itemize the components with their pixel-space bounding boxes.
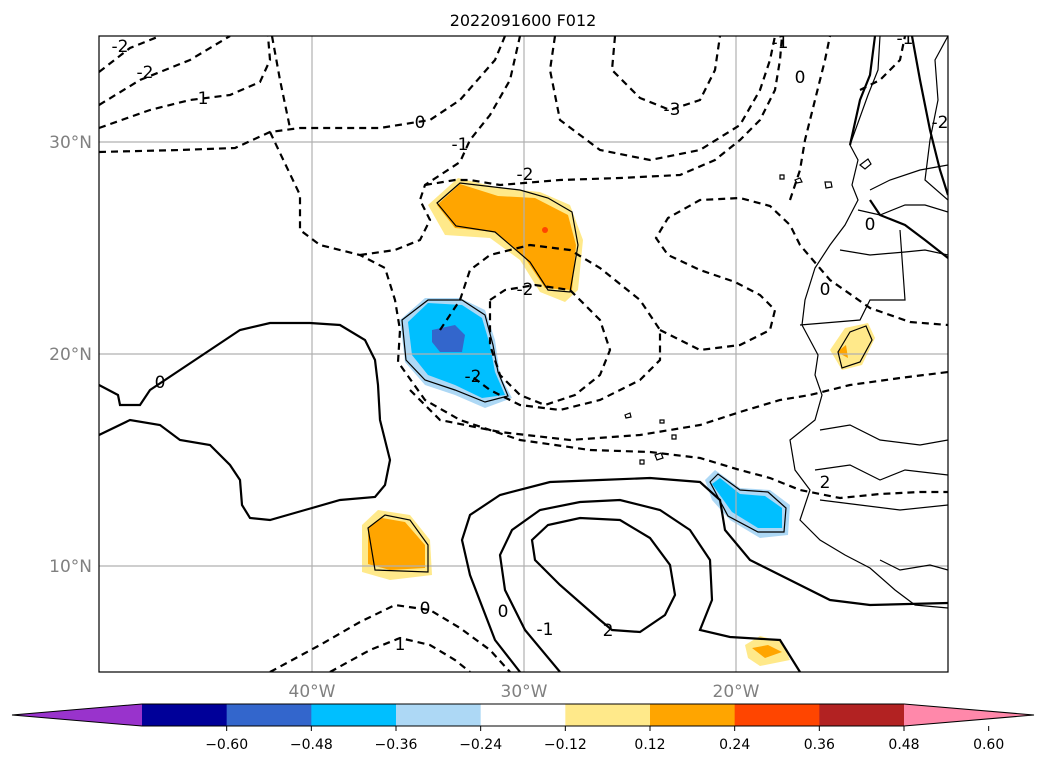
positive-anomaly-fill (368, 518, 425, 570)
lon-label-30w: 30°W (501, 682, 548, 702)
colorbar-tick-label: −0.36 (375, 737, 418, 753)
anomaly-outlines (367, 182, 873, 573)
colorbar-tick-label: 0.24 (719, 737, 750, 753)
colorbar-tick-label: 0.36 (804, 737, 835, 753)
contour-label: 0 (865, 215, 876, 235)
colorbar-segment (142, 704, 228, 726)
contour-label: -1 (192, 89, 209, 109)
colorbar-extend-high (904, 704, 1034, 726)
contour-label: 1 (395, 635, 406, 655)
colorbar-outline (11, 703, 1035, 727)
negative-anomaly-fill (712, 478, 782, 528)
negative-anomaly-fill (432, 325, 465, 352)
contour-labels: -2 -2 -1 0 -1 -2 -3 0 -1 -2 0 0 -2 -2 0 … (112, 29, 949, 655)
colorbar: −0.60 −0.48 −0.36 −0.24 −0.12 0.12 0.24 0.36 0.4… (11, 703, 1035, 753)
latitude-labels: 30°N 20°N 10°N (49, 133, 92, 577)
positive-anomaly-fill (830, 323, 875, 370)
contour-label: -2 (137, 63, 154, 83)
contour-label: -1 (897, 29, 914, 49)
map-frame (98, 35, 949, 673)
contour-label: 0 (820, 280, 831, 300)
contour-label: 0 (155, 373, 166, 393)
contour-label: -2 (517, 280, 534, 300)
shaded-anomalies (362, 178, 875, 666)
colorbar-tick-label: −0.60 (205, 737, 248, 753)
colorbar-segment (650, 704, 736, 726)
colorbar-tick-label: −0.48 (290, 737, 333, 753)
contour-label: -2 (465, 367, 482, 387)
colorbar-tick-label: 0.12 (634, 737, 665, 753)
colorbar-extend-low (12, 704, 142, 726)
longitude-labels: 40°W 30°W 20°W (289, 682, 760, 702)
contour-label: 2 (820, 473, 831, 493)
strong-anomaly-dot (542, 227, 548, 233)
colorbar-tick-label: 0.48 (888, 737, 919, 753)
positive-anomaly-fill (752, 645, 782, 658)
colorbar-tick-label: −0.24 (459, 737, 502, 753)
positive-contours (99, 36, 948, 672)
colorbar-segment (396, 704, 482, 726)
colorbar-segment (734, 704, 820, 726)
positive-anomaly-fill (437, 184, 576, 290)
map-area: -2 -2 -1 0 -1 -2 -3 0 -1 -2 0 0 -2 -2 0 … (99, 29, 949, 672)
figure-title: 2022091600 F012 (450, 11, 597, 30)
contour-label: -1 (772, 33, 789, 53)
contour-label: -1 (537, 620, 554, 640)
lat-label-30n: 30°N (49, 133, 92, 153)
contour-label: 2 (603, 621, 614, 641)
negative-contours (99, 36, 948, 672)
colorbar-segment (226, 704, 312, 726)
colorbar-tick-label: −0.12 (544, 737, 587, 753)
contour-label: -2 (932, 113, 949, 133)
colorbar-segment (819, 704, 905, 726)
colorbar-tick-label: 0.60 (973, 737, 1004, 753)
colorbar-segment (311, 704, 397, 726)
contour-label: 0 (795, 68, 806, 88)
contour-label: -3 (664, 100, 681, 120)
contour-label: 0 (420, 599, 431, 619)
contour-label: -2 (112, 37, 129, 57)
positive-anomaly-fill (837, 345, 848, 358)
contour-label: -2 (517, 165, 534, 185)
coastlines (624, 36, 948, 609)
colorbar-segment (480, 704, 566, 726)
lon-label-40w: 40°W (289, 682, 336, 702)
lon-label-20w: 20°W (713, 682, 760, 702)
lat-label-10n: 10°N (49, 557, 92, 577)
contour-label: 0 (498, 602, 509, 622)
contour-label: -1 (452, 135, 469, 155)
graticule (99, 36, 948, 672)
lat-label-20n: 20°N (49, 345, 92, 365)
contour-label: 0 (415, 113, 426, 133)
colorbar-segment (565, 704, 651, 726)
